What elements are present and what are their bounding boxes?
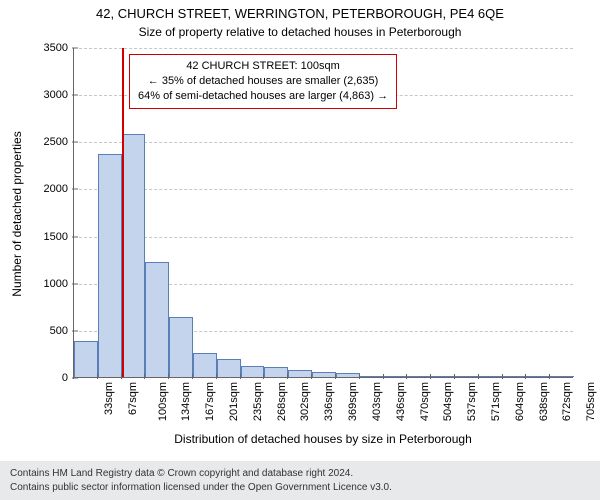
histogram-bar — [312, 372, 336, 377]
histogram-bar — [74, 341, 98, 377]
x-tick-mark — [216, 374, 217, 379]
histogram-bar — [384, 376, 408, 377]
histogram-bar — [431, 376, 455, 377]
x-tick-label: 403sqm — [371, 382, 383, 421]
x-tick-mark — [383, 374, 384, 379]
histogram-bar — [145, 262, 169, 377]
x-tick-label: 369sqm — [347, 382, 359, 421]
histogram-bar — [526, 376, 550, 377]
histogram-bar — [193, 353, 217, 377]
x-tick-mark — [121, 374, 122, 379]
info-line-1: 42 CHURCH STREET: 100sqm — [138, 59, 388, 74]
y-axis-label: Number of detached properties — [10, 44, 24, 384]
x-tick-label: 201sqm — [228, 382, 240, 421]
y-tick-label: 3000 — [28, 89, 68, 101]
chart-title: 42, CHURCH STREET, WERRINGTON, PETERBORO… — [0, 0, 600, 23]
histogram-bar — [503, 376, 527, 377]
x-ticks: 33sqm 67sqm 100sqm 134sqm 167sqm 201sqm 235sqm… — [73, 378, 573, 438]
y-tick-label: 1000 — [28, 278, 68, 290]
footer-attribution: Contains HM Land Registry data © Crown c… — [0, 461, 600, 500]
x-tick-label: 537sqm — [466, 382, 478, 421]
x-tick-label: 571sqm — [490, 382, 502, 421]
histogram-bar — [455, 376, 479, 377]
x-tick-mark — [359, 374, 360, 379]
histogram-bar — [122, 134, 146, 377]
x-tick-mark — [502, 374, 503, 379]
histogram-bar — [98, 154, 122, 377]
histogram-bar — [360, 376, 384, 377]
info-line-2: ← 35% of detached houses are smaller (2,… — [138, 74, 388, 89]
info-callout: 42 CHURCH STREET: 100sqm ← 35% of detach… — [129, 54, 397, 109]
x-tick-label: 268sqm — [276, 382, 288, 421]
x-tick-mark — [240, 374, 241, 379]
x-tick-mark — [430, 374, 431, 379]
y-tick-label: 0 — [28, 372, 68, 384]
x-tick-mark — [335, 374, 336, 379]
chart-subtitle: Size of property relative to detached ho… — [0, 23, 600, 39]
x-tick-mark — [144, 374, 145, 379]
x-tick-label: 100sqm — [157, 382, 169, 421]
x-tick-label: 604sqm — [514, 382, 526, 421]
x-tick-mark — [478, 374, 479, 379]
x-tick-label: 134sqm — [181, 382, 193, 421]
x-tick-label: 638sqm — [538, 382, 550, 421]
footer-line-1: Contains HM Land Registry data © Crown c… — [10, 467, 590, 481]
x-tick-label: 470sqm — [419, 382, 431, 421]
histogram-bar — [550, 376, 574, 377]
x-tick-label: 436sqm — [395, 382, 407, 421]
x-tick-label: 336sqm — [323, 382, 335, 421]
y-tick-label: 2000 — [28, 183, 68, 195]
x-tick-label: 67sqm — [127, 382, 139, 415]
x-tick-mark — [525, 374, 526, 379]
y-tick-label: 2500 — [28, 136, 68, 148]
x-tick-label: 504sqm — [442, 382, 454, 421]
x-tick-mark — [454, 374, 455, 379]
footer-line-2: Contains public sector information licen… — [10, 481, 590, 495]
x-tick-mark — [549, 374, 550, 379]
x-tick-label: 672sqm — [562, 382, 574, 421]
plot-area: 42 CHURCH STREET: 100sqm ← 35% of detach… — [73, 48, 573, 378]
x-tick-mark — [311, 374, 312, 379]
x-tick-label: 705sqm — [585, 382, 597, 421]
histogram-bar — [288, 370, 312, 377]
y-tick-label: 3500 — [28, 42, 68, 54]
x-tick-mark — [73, 374, 74, 379]
x-tick-mark — [263, 374, 264, 379]
histogram-bar — [336, 373, 360, 377]
y-tick-label: 500 — [28, 325, 68, 337]
y-tick-label: 1500 — [28, 231, 68, 243]
x-tick-mark — [168, 374, 169, 379]
histogram-bar — [241, 366, 265, 377]
reference-marker — [122, 48, 124, 377]
x-tick-mark — [406, 374, 407, 379]
x-tick-mark — [287, 374, 288, 379]
histogram-bar — [169, 317, 193, 377]
x-tick-mark — [192, 374, 193, 379]
info-line-3: 64% of semi-detached houses are larger (… — [138, 89, 388, 104]
histogram-bar — [479, 376, 503, 377]
x-tick-label: 167sqm — [204, 382, 216, 421]
x-tick-label: 235sqm — [252, 382, 264, 421]
histogram-bar — [407, 376, 431, 377]
x-tick-mark — [97, 374, 98, 379]
x-tick-label: 33sqm — [103, 382, 115, 415]
x-tick-label: 302sqm — [300, 382, 312, 421]
histogram-bar — [264, 367, 288, 377]
x-axis-label: Distribution of detached houses by size … — [73, 432, 573, 446]
histogram-bar — [217, 359, 241, 377]
chart-outer: Number of detached properties 0500100015… — [28, 44, 588, 424]
chart-container: 42, CHURCH STREET, WERRINGTON, PETERBORO… — [0, 0, 600, 500]
